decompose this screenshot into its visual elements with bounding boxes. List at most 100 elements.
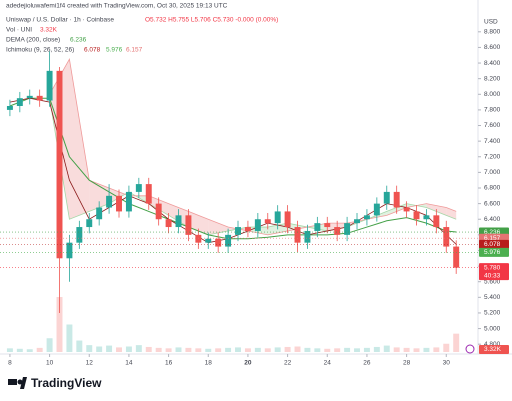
candle-body xyxy=(215,238,222,247)
y-tick-label: 5.200 xyxy=(484,310,501,317)
y-tick-label: 6.600 xyxy=(484,200,501,207)
candle-body xyxy=(36,95,43,101)
ichimoku-value: 6.078 xyxy=(84,47,101,54)
y-tick-label: 5.000 xyxy=(484,325,501,332)
volume-bar xyxy=(403,347,410,352)
candle-body xyxy=(205,238,212,243)
candle-body xyxy=(443,227,450,247)
ichimoku-value: 5.976 xyxy=(106,47,123,54)
volume-bar xyxy=(205,348,212,352)
volume-bar xyxy=(36,347,43,352)
volume-bar xyxy=(86,345,93,352)
volume-bar xyxy=(443,343,450,352)
candle-body xyxy=(363,215,370,220)
y-tick-label: 5.600 xyxy=(484,278,501,285)
price-tag xyxy=(479,239,509,249)
vol-label: Vol · UNI xyxy=(6,27,32,34)
candle-body xyxy=(314,223,321,231)
candle-body xyxy=(284,211,291,228)
candle-body xyxy=(145,184,152,204)
volume-bar xyxy=(145,346,152,352)
price-tag-label: 5.780 xyxy=(484,264,501,271)
logo-text: TradingView xyxy=(31,376,102,390)
cloud xyxy=(446,207,457,220)
symbol: Uniswap / U.S. Dollar · 1h · Coinbase xyxy=(6,17,114,24)
volume-bar xyxy=(254,347,261,352)
volume-bar xyxy=(274,347,281,352)
volume-bar xyxy=(363,347,370,352)
candle-body xyxy=(106,195,113,208)
candle-body xyxy=(6,106,13,110)
volume-bar xyxy=(215,348,222,352)
currency: USD xyxy=(484,19,498,26)
candle-body xyxy=(403,207,410,212)
dema-label: DEMA (200, close) xyxy=(6,37,60,44)
volume-bar xyxy=(373,346,380,352)
volume-bar xyxy=(185,347,192,352)
logo-mark xyxy=(8,379,17,385)
y-tick-label: 6.400 xyxy=(484,216,501,223)
volume-bar xyxy=(106,345,113,352)
volume-bar xyxy=(225,347,232,352)
volume-bar xyxy=(383,345,390,352)
ichimoku-value: 6.157 xyxy=(126,47,143,54)
candle-body xyxy=(294,227,301,243)
candle-body xyxy=(423,215,430,220)
volume-bar xyxy=(423,347,430,352)
volume-bar xyxy=(334,348,341,352)
y-tick-label: 4.800 xyxy=(484,341,501,348)
cloud xyxy=(69,59,90,220)
volume-tag-label: 3.32K xyxy=(484,346,502,353)
x-tick-label: 12 xyxy=(86,360,94,367)
volume-bar xyxy=(125,346,132,352)
candle-body xyxy=(244,227,251,231)
volume-bar xyxy=(6,348,13,352)
candle-body xyxy=(235,227,241,235)
candle-body xyxy=(334,227,341,235)
logo-mark xyxy=(17,379,23,385)
x-tick-label: 10 xyxy=(46,360,54,367)
candle-body xyxy=(86,219,93,228)
volume-bar xyxy=(76,340,83,352)
candle-body xyxy=(16,98,23,106)
price-tag-label: 6.157 xyxy=(484,235,501,242)
volume-bar xyxy=(135,345,142,352)
x-tick-label: 20 xyxy=(244,360,252,367)
x-tick-label: 22 xyxy=(284,360,292,367)
volume-bar xyxy=(393,347,400,352)
x-tick-label: 16 xyxy=(165,360,173,367)
x-tick-label: 8 xyxy=(8,360,12,367)
volume-bar xyxy=(26,349,33,352)
candle-body xyxy=(304,230,311,243)
y-tick-label: 5.400 xyxy=(484,294,501,301)
logo: TradingView xyxy=(8,376,102,390)
y-tick-label: 6.800 xyxy=(484,185,501,192)
volume-bar xyxy=(195,348,202,352)
candle-body xyxy=(175,215,182,228)
credit: adedejioluwafemi1f4 created with Trading… xyxy=(6,3,228,10)
volume-bar xyxy=(155,347,162,352)
candle-body xyxy=(383,191,390,204)
candle-body xyxy=(453,246,460,268)
candle-body xyxy=(393,191,400,208)
volume-bar xyxy=(66,324,73,352)
volume-tag xyxy=(479,345,509,354)
candle-body xyxy=(125,191,132,212)
volume-bar xyxy=(16,348,23,352)
volume-bar xyxy=(116,347,122,352)
candle-body xyxy=(225,234,232,247)
cloud xyxy=(208,219,229,235)
volume-bar xyxy=(96,346,103,352)
price-tag xyxy=(479,247,509,257)
x-tick-label: 28 xyxy=(403,360,411,367)
volume-bar xyxy=(284,346,291,352)
y-tick-label: 7.600 xyxy=(484,122,501,129)
y-tick-label: 8.800 xyxy=(484,29,501,36)
y-tick-label: 7.000 xyxy=(484,169,501,176)
candle-body xyxy=(264,219,271,224)
volume-bar xyxy=(413,348,420,352)
volume-bar xyxy=(344,347,351,352)
volume-bar xyxy=(235,347,241,352)
